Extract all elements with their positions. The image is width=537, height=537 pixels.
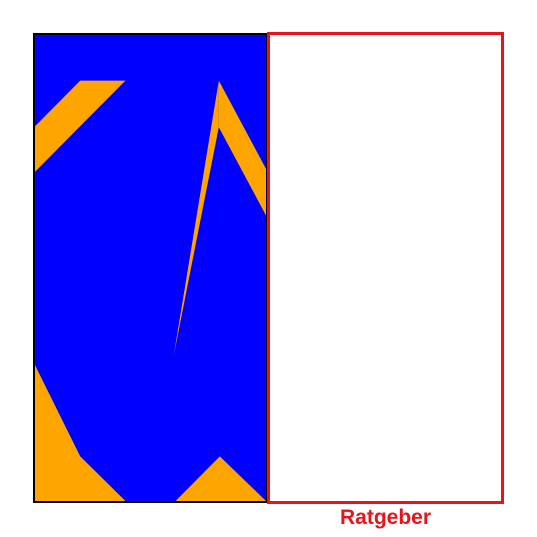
orange-triangle-bottom-center [175,456,266,501]
right-panel-empty-frame [267,32,504,504]
abstract-shapes-illustration [35,35,266,501]
ratgeber-caption: Ratgeber [339,506,432,529]
orange-triangle-bottom-left [35,365,126,501]
orange-wedge-top-right [218,80,266,216]
left-panel-blue-orange-art [33,33,268,503]
